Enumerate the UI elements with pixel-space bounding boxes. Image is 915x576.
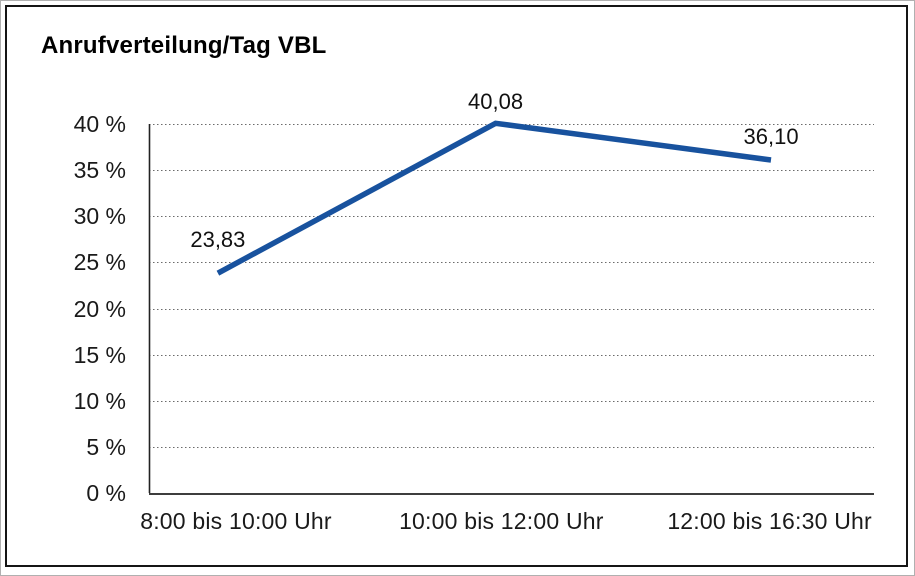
y-tick-label-30: 30 % [73,203,126,230]
chart-title: Anrufverteilung/Tag VBL [41,32,327,59]
data-series-line [216,120,772,276]
y-tick-label-10: 10 % [73,387,126,414]
x-category-label-2: 12:00 bis 16:30 Uhr [667,508,872,534]
x-category-label-1: 10:00 bis 12:00 Uhr [399,508,604,534]
y-tick-label-20: 20 % [73,295,126,322]
y-tick-label-0: 0 % [86,480,126,506]
x-category-label-0: 8:00 bis 10:00 Uhr [140,508,332,534]
y-tick-label-15: 15 % [73,341,126,368]
y-tick-label-5: 5 % [86,433,126,460]
chart-frame [5,5,908,567]
y-tick-label-25: 25 % [73,249,126,276]
y-tick-label-35: 35 % [73,157,126,184]
data-label-0: 23,83 [190,227,246,253]
data-label-2: 36,10 [743,123,799,149]
y-tick-label-40: 40 % [73,111,126,137]
data-label-1: 40,08 [468,89,524,115]
